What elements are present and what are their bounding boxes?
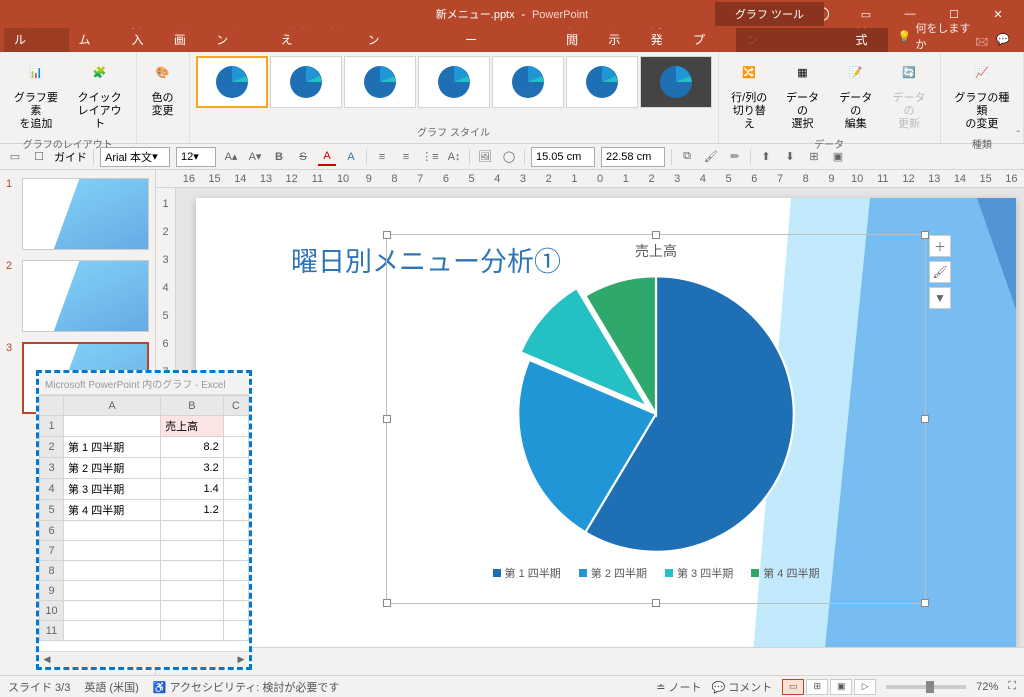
slide-canvas[interactable]: 曜日別メニュー分析① 売上高 第 1 四半期第 2 四半期第 3 四半期第 4 … [196, 198, 1016, 647]
shape-width-input[interactable]: 22.58 cm [601, 147, 665, 167]
bullets-list-icon[interactable]: ⋮≡ [421, 148, 439, 166]
resize-handle[interactable] [383, 415, 391, 423]
chart-style-thumb[interactable] [640, 56, 712, 108]
font-size-selector[interactable]: 12 ▾ [176, 147, 216, 167]
titlebar: 新メニュー.pptx - PowerPoint グラフ ツール ⎯ ▭ — ☐ … [0, 0, 1024, 28]
chart-styles-button[interactable]: 🖌 [929, 261, 951, 283]
chart-style-thumb[interactable] [270, 56, 342, 108]
legend-item[interactable]: 第 1 四半期 [493, 565, 561, 581]
group-label-layout: グラフのレイアウト [6, 134, 130, 153]
shape-height-input[interactable]: 15.05 cm [531, 147, 595, 167]
collapse-ribbon-icon[interactable]: ˆ [1017, 130, 1020, 141]
refresh-data-button[interactable]: 🔄データの 更新 [884, 56, 933, 134]
quick-layout-button[interactable]: 🧩クイック レイアウト [70, 56, 130, 134]
chart-filters-button[interactable]: ▼ [929, 287, 951, 309]
workspace: 1 2 3 Microsoft PowerPoint 内のグラフ - Excel… [0, 170, 1024, 675]
resize-handle[interactable] [652, 231, 660, 239]
chart-style-thumb[interactable] [344, 56, 416, 108]
legend-item[interactable]: 第 3 四半期 [665, 565, 733, 581]
sorter-view-button[interactable]: ⊞ [806, 679, 828, 695]
resize-handle[interactable] [383, 599, 391, 607]
change-colors-button[interactable]: 🎨色の 変更 [143, 56, 183, 120]
resize-handle[interactable] [383, 231, 391, 239]
shape-icon[interactable]: ◯ [500, 148, 518, 166]
slide-thumb-2[interactable]: 2 [6, 260, 149, 332]
chart-data-excel-window[interactable]: Microsoft PowerPoint 内のグラフ - Excel ABC 1… [36, 370, 252, 670]
change-chart-type-button[interactable]: 📈グラフの種類 の変更 [947, 56, 1017, 134]
resize-handle[interactable] [921, 231, 929, 239]
zoom-percent[interactable]: 72% [976, 681, 998, 693]
switch-row-column-button[interactable]: 🔀行/列の 切り替え [725, 56, 774, 134]
add-chart-element-button[interactable]: 📊グラフ要素 を追加 [6, 56, 66, 134]
chart-style-thumb[interactable] [492, 56, 564, 108]
slide-counter: スライド 3/3 [8, 679, 70, 695]
bold-icon[interactable]: B [270, 148, 288, 166]
font-color-icon[interactable]: A [318, 148, 336, 166]
chart-elements-button[interactable]: ＋ [929, 235, 951, 257]
excel-title: Microsoft PowerPoint 内のグラフ - Excel [39, 373, 249, 395]
chart-container[interactable]: 売上高 第 1 四半期第 2 四半期第 3 四半期第 4 四半期 ＋ 🖌 ▼ [386, 234, 926, 604]
resize-handle[interactable] [921, 599, 929, 607]
reading-view-button[interactable]: ▣ [830, 679, 852, 695]
tell-me-search[interactable]: 💡 何をしますか [898, 20, 976, 52]
fill-icon[interactable]: 🖌 [702, 148, 720, 166]
select-data-button[interactable]: ▦データの 選択 [778, 56, 827, 134]
align-left-icon[interactable]: ≡ [373, 148, 391, 166]
resize-handle[interactable] [921, 415, 929, 423]
display-options-icon[interactable]: ▭ [846, 0, 886, 28]
close-button[interactable]: ✕ [978, 0, 1018, 28]
group-label-styles: グラフ スタイル [196, 122, 712, 141]
slide-area: 1615141312111098765432101234567891011121… [156, 170, 1024, 675]
align-center-icon[interactable]: ≡ [397, 148, 415, 166]
comments-icon[interactable]: 💬 [996, 33, 1010, 52]
notes-pane[interactable]: ノートを入力 [156, 647, 1024, 675]
picture-icon[interactable]: 🖼 [476, 148, 494, 166]
excel-scrollbar[interactable]: ◀▶ [39, 651, 249, 667]
chart-legend[interactable]: 第 1 四半期 第 2 四半期 第 3 四半期 第 4 四半期 [387, 559, 925, 581]
horizontal-ruler: 1615141312111098765432101234567891011121… [156, 170, 1024, 188]
text-direction-icon[interactable]: A↕ [445, 148, 463, 166]
share-icon[interactable]: 🖂 [975, 33, 988, 52]
notes-toggle[interactable]: ≐ ノート [656, 679, 701, 695]
text-outline-icon[interactable]: A [342, 148, 360, 166]
legend-item[interactable]: 第 4 四半期 [751, 565, 819, 581]
chart-style-thumb[interactable] [566, 56, 638, 108]
excel-data-grid[interactable]: ABC 1売上高 2第 1 四半期8.2 3第 2 四半期3.2 4第 3 四半… [39, 395, 249, 641]
legend-item[interactable]: 第 2 四半期 [579, 565, 647, 581]
edit-data-button[interactable]: 📝データの 編集 [831, 56, 880, 134]
title-text: 新メニュー.pptx - PowerPoint [436, 6, 588, 22]
chart-style-thumb[interactable] [418, 56, 490, 108]
group-label-data: データ [725, 134, 934, 153]
chart-styles-gallery[interactable] [196, 56, 712, 122]
slide-thumb-1[interactable]: 1 [6, 178, 149, 250]
ribbon: 📊グラフ要素 を追加 🧩クイック レイアウト グラフのレイアウト 🎨色の 変更 … [0, 52, 1024, 144]
accessibility-checker[interactable]: ♿ アクセシビリティ: 検討が必要です [153, 679, 340, 695]
comments-toggle[interactable]: 💬 コメント [712, 679, 773, 695]
contextual-tab-label: グラフ ツール [715, 2, 824, 26]
normal-view-button[interactable]: ▭ [782, 679, 804, 695]
decrease-font-icon[interactable]: A▾ [246, 148, 264, 166]
language-indicator[interactable]: 英語 (米国) [84, 679, 138, 695]
view-buttons[interactable]: ▭ ⊞ ▣ ▷ [782, 679, 876, 695]
resize-handle[interactable] [652, 599, 660, 607]
status-bar: スライド 3/3 英語 (米国) ♿ アクセシビリティ: 検討が必要です ≐ ノ… [0, 675, 1024, 697]
fit-to-window-button[interactable]: ⛶ [1008, 680, 1016, 693]
crop-icon[interactable]: ⧉ [678, 148, 696, 166]
strikethrough-icon[interactable]: S [294, 148, 312, 166]
pie-chart[interactable] [511, 269, 801, 559]
slideshow-view-button[interactable]: ▷ [854, 679, 876, 695]
increase-font-icon[interactable]: A▴ [222, 148, 240, 166]
ribbon-tabs: ファイル ホーム 挿入 描画 デザイン 画面切り替え アニメーション スライド … [0, 28, 1024, 52]
zoom-slider[interactable] [886, 685, 966, 689]
chart-style-thumb[interactable] [196, 56, 268, 108]
group-label-type: 種類 [947, 134, 1017, 153]
